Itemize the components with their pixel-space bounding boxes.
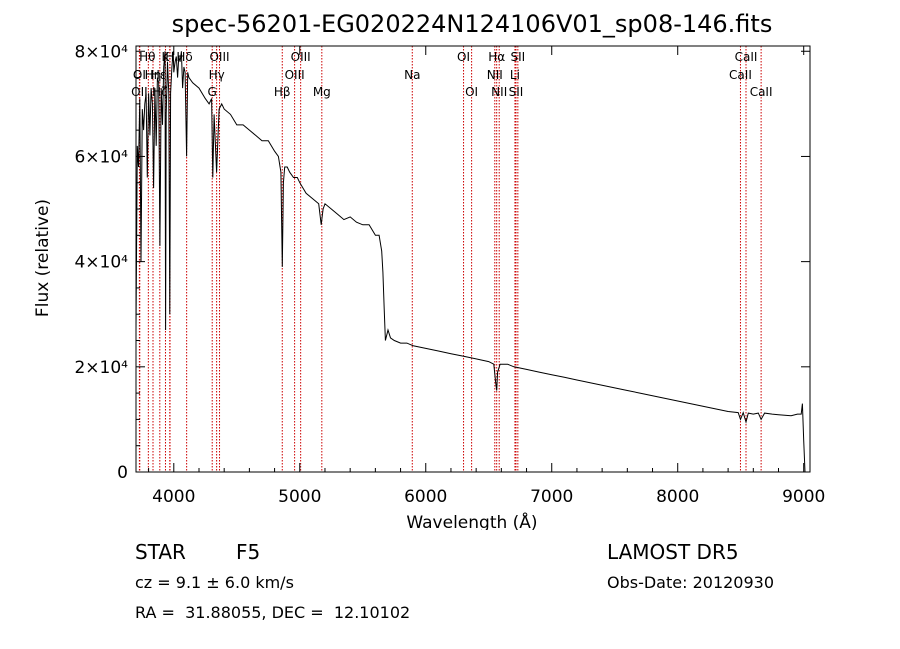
- x-tick-label-2: 6000: [404, 487, 447, 507]
- spectrum-chart: spec-56201-EG020224N124106V01_sp08-146.f…: [33, 10, 825, 530]
- line-label-17: Li: [510, 68, 520, 82]
- line-label-12: Hη: [145, 68, 162, 82]
- x-tick-label-3: 7000: [530, 487, 573, 507]
- line-label-18: CaII: [729, 68, 752, 82]
- x-tick-label-5: 9000: [782, 487, 825, 507]
- survey-name: LAMOST DR5: [607, 540, 739, 564]
- line-label-19: OII: [131, 85, 148, 99]
- line-label-5: OIII: [291, 50, 311, 64]
- line-label-11: Hε: [151, 68, 167, 82]
- line-label-27: CaII: [750, 85, 773, 99]
- line-label-15: Na: [404, 68, 420, 82]
- x-tick-label-0: 4000: [152, 487, 195, 507]
- line-label-14: OIII: [285, 68, 305, 82]
- subclass: F5: [236, 540, 261, 564]
- y-axis-ticks: 0 2×10⁴ 4×10⁴ 6×10⁴ 8×10⁴: [74, 42, 810, 483]
- line-label-16: NII: [487, 68, 503, 82]
- y-tick-label-2: 4×10⁴: [74, 253, 128, 273]
- chart-title: spec-56201-EG020224N124106V01_sp08-146.f…: [172, 10, 773, 38]
- x-tick-label-1: 5000: [278, 487, 321, 507]
- line-label-2: H: [165, 50, 174, 64]
- x-axis-label: Wavelength (Å): [406, 511, 537, 530]
- line-label-0: Hθ: [139, 50, 155, 64]
- line-label-25: NII: [491, 85, 507, 99]
- y-axis-label: Flux (relative): [33, 199, 53, 317]
- line-label-21: G: [208, 85, 217, 99]
- line-label-24: OI: [465, 85, 478, 99]
- spectrum-line: [135, 51, 807, 473]
- line-label-7: Hα: [488, 50, 505, 64]
- y-tick-label-1: 2×10⁴: [74, 358, 128, 378]
- line-label-6: OI: [457, 50, 470, 64]
- x-axis-ticks: 4000 5000 6000 7000 8000 9000: [148, 46, 825, 507]
- y-tick-label-0: 0: [117, 463, 128, 483]
- line-label-1: K: [162, 50, 171, 64]
- coordinates: RA = 31.88055, DEC = 12.10102: [135, 603, 411, 622]
- plot-frame: [135, 45, 811, 473]
- observation-date: Obs-Date: 20120930: [607, 573, 775, 592]
- emission-line-markers: [138, 46, 762, 472]
- line-label-4: OIII: [209, 50, 229, 64]
- x-tick-label-4: 8000: [656, 487, 699, 507]
- redshift-value: cz = 9.1 ± 6.0 km/s: [135, 573, 294, 592]
- line-label-8: SII: [510, 50, 525, 64]
- line-label-22: Hβ: [274, 85, 291, 99]
- line-label-9: CaII: [735, 50, 758, 64]
- line-label-26: SII: [509, 85, 524, 99]
- line-label-23: Mg: [313, 85, 331, 99]
- object-class: STAR: [135, 540, 186, 564]
- y-tick-label-3: 6×10⁴: [74, 147, 128, 167]
- line-label-13: Hγ: [209, 68, 225, 82]
- y-tick-label-4: 8×10⁴: [74, 42, 128, 62]
